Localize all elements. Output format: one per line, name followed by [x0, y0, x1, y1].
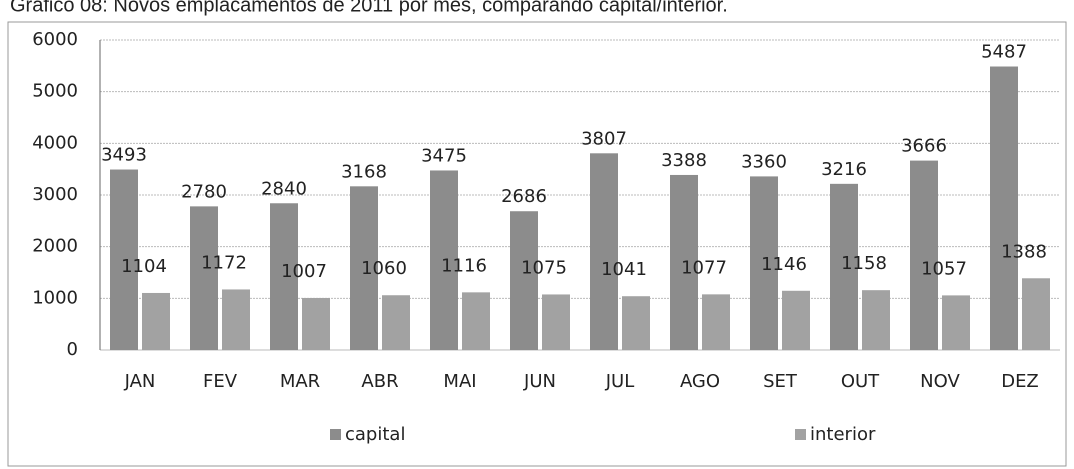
x-tick-label: MAR [280, 371, 320, 392]
value-label: 2840 [261, 178, 307, 199]
bar [1022, 278, 1050, 350]
x-tick-label: NOV [920, 371, 960, 392]
value-label: 1388 [1001, 241, 1047, 262]
value-label: 2780 [181, 181, 227, 202]
x-tick-label: ABR [361, 371, 398, 392]
x-tick-label: JUN [523, 371, 556, 392]
value-label: 1104 [121, 256, 167, 277]
value-label: 3360 [741, 151, 787, 172]
bar [110, 169, 138, 350]
bar [862, 290, 890, 350]
bar [302, 297, 330, 350]
value-label: 1116 [441, 255, 487, 276]
bar [462, 292, 490, 350]
value-label: 3475 [421, 145, 467, 166]
y-tick-label: 0 [67, 339, 78, 360]
value-label: 3388 [661, 150, 707, 171]
x-tick-label: JAN [124, 371, 156, 392]
x-tick-label: FEV [203, 371, 238, 392]
x-tick-label: DEZ [1001, 371, 1039, 392]
bar [750, 176, 778, 350]
bar [542, 294, 570, 350]
value-label: 5487 [981, 42, 1027, 63]
chart-frame [7, 21, 1067, 467]
value-label: 1172 [201, 252, 247, 273]
value-label: 1007 [281, 261, 327, 282]
legend-swatch [795, 429, 806, 440]
value-label: 2686 [501, 186, 547, 207]
y-tick-label: 1000 [32, 287, 78, 308]
bar [590, 153, 618, 350]
value-label: 1060 [361, 258, 407, 279]
bar [910, 160, 938, 350]
y-tick-label: 3000 [32, 184, 78, 205]
bar [222, 289, 250, 350]
value-label: 3216 [821, 159, 867, 180]
legend-swatch [330, 429, 341, 440]
value-label: 3807 [581, 128, 627, 149]
bar [670, 174, 698, 350]
bar [270, 203, 298, 350]
value-label: 3168 [341, 161, 387, 182]
bar [382, 295, 410, 350]
value-label: 3666 [901, 136, 947, 157]
bar [190, 206, 218, 350]
x-tick-label: AGO [680, 371, 720, 392]
legend-label: interior [810, 424, 876, 445]
x-tick-label: SET [763, 371, 798, 392]
bar [622, 296, 650, 350]
bar [990, 66, 1018, 350]
value-label: 1158 [841, 253, 887, 274]
value-label: 1077 [681, 257, 727, 278]
bar [702, 294, 730, 350]
legend-label: capital [345, 424, 405, 445]
y-tick-label: 5000 [32, 81, 78, 102]
value-label: 1075 [521, 257, 567, 278]
bar [510, 211, 538, 350]
x-tick-label: JUL [605, 371, 635, 392]
chart-title: Gráfico 08: Novos emplacamentos de 2011 … [10, 0, 728, 16]
bar [430, 170, 458, 350]
bar [942, 295, 970, 350]
bar [782, 290, 810, 350]
bar [142, 292, 170, 350]
bar [830, 183, 858, 350]
y-tick-label: 4000 [32, 132, 78, 153]
value-label: 1146 [761, 254, 807, 275]
y-tick-label: 6000 [32, 29, 78, 50]
value-label: 1057 [921, 258, 967, 279]
value-label: 1041 [601, 259, 647, 280]
value-label: 3493 [101, 145, 147, 166]
bar [350, 186, 378, 350]
y-tick-label: 2000 [32, 236, 78, 257]
x-tick-label: MAI [443, 371, 476, 392]
x-tick-label: OUT [841, 371, 880, 392]
